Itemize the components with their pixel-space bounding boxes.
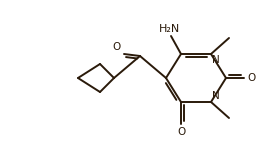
Text: N: N	[212, 91, 220, 101]
Text: O: O	[177, 127, 185, 137]
Text: H₂N: H₂N	[159, 24, 181, 34]
Text: N: N	[212, 55, 220, 65]
Text: O: O	[113, 42, 121, 52]
Text: O: O	[247, 73, 255, 83]
